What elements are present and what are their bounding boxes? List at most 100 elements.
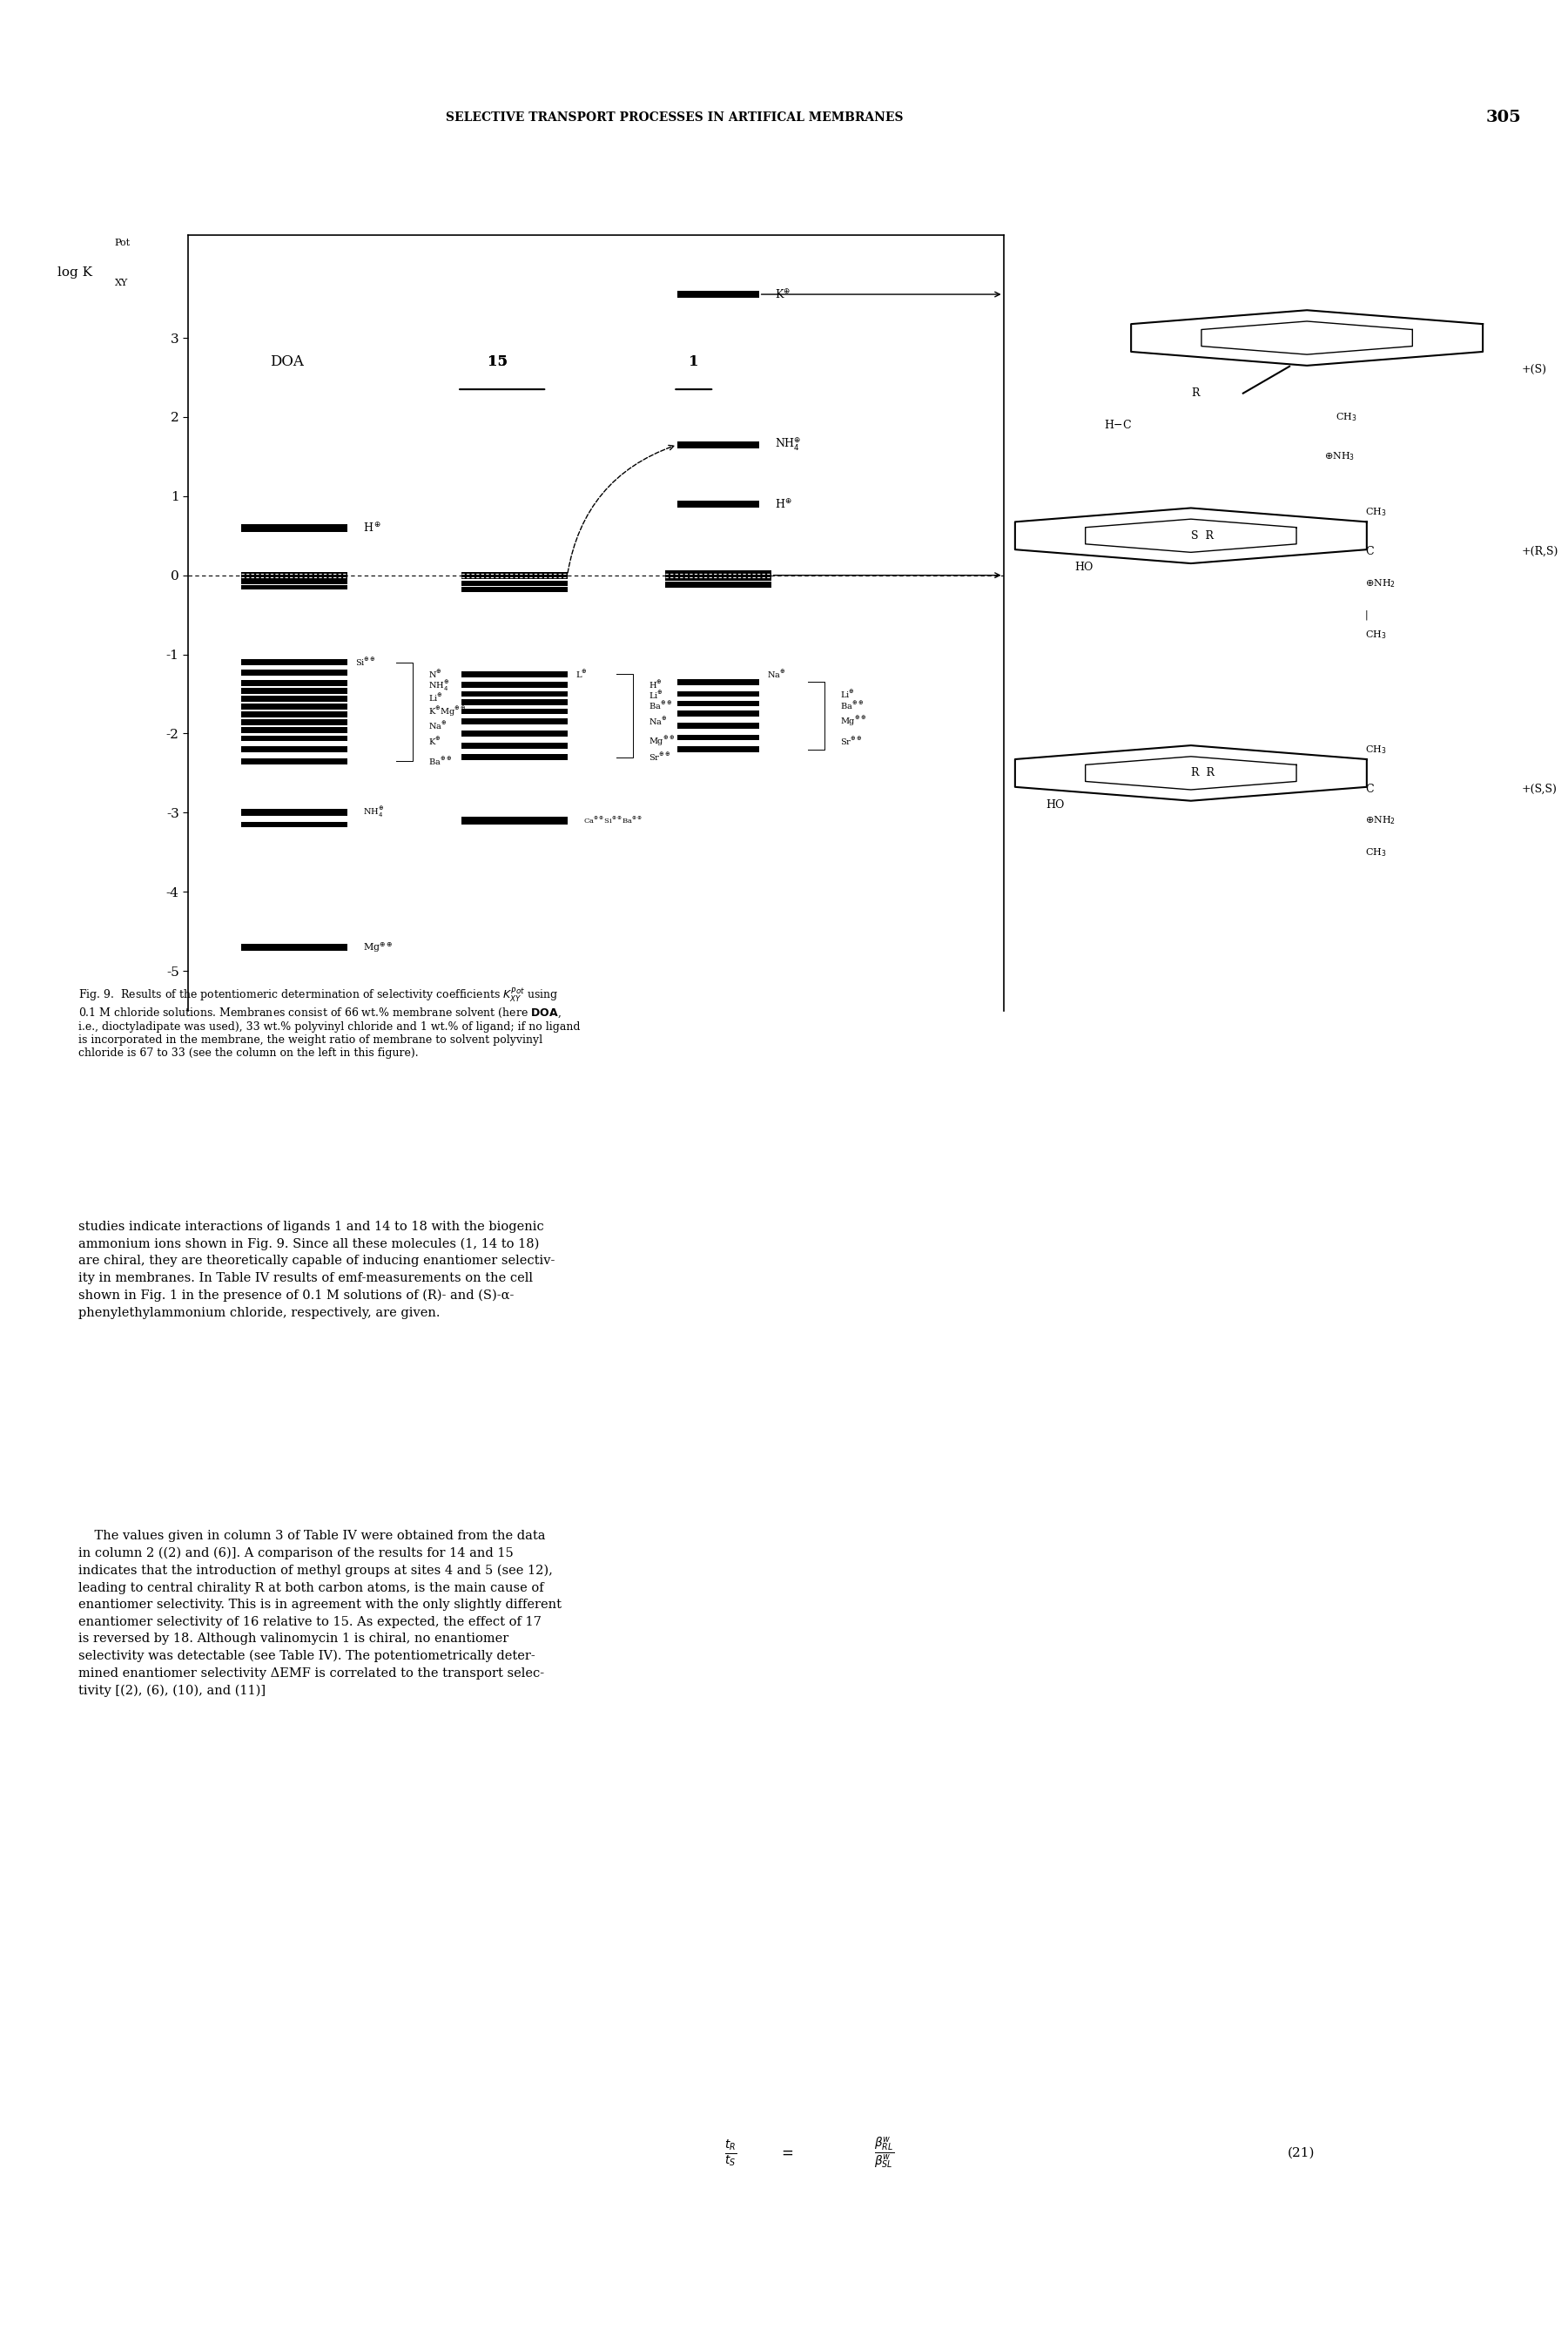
- Bar: [241, 747, 347, 752]
- Bar: [241, 660, 347, 665]
- Text: Ba$^{\oplus\oplus}$: Ba$^{\oplus\oplus}$: [428, 757, 452, 766]
- Text: Na$^{\oplus}$: Na$^{\oplus}$: [428, 719, 447, 731]
- Text: H$-$C: H$-$C: [1104, 418, 1132, 430]
- Bar: [461, 818, 568, 825]
- Bar: [461, 719, 568, 724]
- Text: +(S): +(S): [1521, 364, 1548, 376]
- Text: $\frac{t_R}{t_S}$: $\frac{t_R}{t_S}$: [724, 2139, 737, 2167]
- Bar: [241, 679, 347, 686]
- Bar: [461, 698, 568, 705]
- Text: Li$^{\oplus}$: Li$^{\oplus}$: [428, 693, 444, 703]
- Bar: [677, 710, 759, 717]
- Text: Pot: Pot: [114, 240, 130, 247]
- Text: Li$^{\oplus}$: Li$^{\oplus}$: [840, 689, 855, 700]
- Text: $\oplus$NH$_2$: $\oplus$NH$_2$: [1364, 815, 1396, 827]
- Text: Fig. 9.  Results of the potentiomeric determination of selectivity coefficients : Fig. 9. Results of the potentiomeric det…: [78, 987, 580, 1060]
- Bar: [461, 707, 568, 714]
- Text: H$^{\oplus}$: H$^{\oplus}$: [649, 679, 662, 691]
- Bar: [665, 571, 771, 580]
- Text: 305: 305: [1485, 110, 1521, 125]
- Bar: [241, 808, 347, 815]
- Text: R  R: R R: [1192, 768, 1214, 778]
- Bar: [241, 524, 347, 531]
- Text: Mg$^{\oplus\oplus}$: Mg$^{\oplus\oplus}$: [649, 736, 676, 747]
- Bar: [241, 759, 347, 764]
- Text: Ca$^{\oplus\oplus}$Si$^{\oplus\oplus}$Ba$^{\oplus\oplus}$: Ca$^{\oplus\oplus}$Si$^{\oplus\oplus}$Ba…: [583, 815, 643, 825]
- Bar: [677, 724, 759, 729]
- Text: 15: 15: [488, 355, 508, 369]
- Bar: [241, 578, 347, 585]
- Text: HO: HO: [1046, 799, 1065, 811]
- Text: N$^{\oplus}$: N$^{\oplus}$: [428, 667, 442, 679]
- Text: NH$_4^{\oplus}$: NH$_4^{\oplus}$: [428, 679, 450, 693]
- Bar: [677, 501, 759, 508]
- Text: +(S,S): +(S,S): [1521, 783, 1557, 794]
- Text: Ba$^{\oplus\oplus}$: Ba$^{\oplus\oplus}$: [649, 700, 673, 712]
- Text: CH$_3$: CH$_3$: [1364, 743, 1386, 754]
- Text: $=$: $=$: [778, 2146, 793, 2160]
- Text: C: C: [1364, 545, 1374, 557]
- Bar: [677, 747, 759, 752]
- Text: Mg$^{\oplus\oplus}$: Mg$^{\oplus\oplus}$: [364, 940, 394, 954]
- Bar: [461, 571, 568, 578]
- Bar: [677, 442, 759, 449]
- Bar: [241, 728, 347, 733]
- Text: CH$_3$: CH$_3$: [1336, 411, 1358, 423]
- Bar: [241, 670, 347, 674]
- Text: SELECTIVE TRANSPORT PROCESSES IN ARTIFICAL MEMBRANES: SELECTIVE TRANSPORT PROCESSES IN ARTIFIC…: [445, 110, 903, 125]
- Text: L$^{\oplus}$: L$^{\oplus}$: [575, 667, 588, 679]
- Bar: [461, 580, 568, 585]
- Text: Mg$^{\oplus\oplus}$: Mg$^{\oplus\oplus}$: [840, 714, 867, 728]
- Text: Li$^{\oplus}$: Li$^{\oplus}$: [649, 691, 663, 700]
- Text: $\oplus$NH$_3$: $\oplus$NH$_3$: [1325, 451, 1355, 463]
- Text: Sr$^{\oplus\oplus}$: Sr$^{\oplus\oplus}$: [840, 736, 862, 747]
- Text: $\oplus$NH$_2$: $\oplus$NH$_2$: [1364, 578, 1396, 590]
- Bar: [241, 719, 347, 726]
- Bar: [461, 682, 568, 689]
- Text: +(R,S): +(R,S): [1521, 545, 1559, 557]
- Text: K$^{\oplus}$Mg$^{\oplus\oplus}$: K$^{\oplus}$Mg$^{\oplus\oplus}$: [428, 705, 467, 719]
- Bar: [461, 743, 568, 747]
- Text: C: C: [1364, 783, 1374, 794]
- Text: log K: log K: [58, 266, 93, 280]
- Text: NH$_4^{\oplus}$: NH$_4^{\oplus}$: [775, 437, 801, 454]
- Bar: [241, 703, 347, 710]
- Text: 15: 15: [488, 355, 508, 369]
- Text: The values given in column 3 of Table IV were obtained from the data
in column 2: The values given in column 3 of Table IV…: [78, 1530, 561, 1697]
- Text: 1: 1: [688, 355, 699, 369]
- Bar: [241, 712, 347, 717]
- Bar: [677, 691, 759, 698]
- Text: H$^{\oplus}$: H$^{\oplus}$: [775, 498, 792, 510]
- Text: (21): (21): [1287, 2146, 1316, 2160]
- Bar: [461, 691, 568, 698]
- Bar: [461, 731, 568, 736]
- Bar: [241, 696, 347, 703]
- Text: R: R: [1192, 388, 1200, 400]
- Bar: [241, 571, 347, 578]
- Text: NH$_4^{\oplus}$: NH$_4^{\oplus}$: [364, 806, 384, 820]
- Text: Sr$^{\oplus\oplus}$: Sr$^{\oplus\oplus}$: [649, 752, 671, 764]
- Bar: [461, 588, 568, 592]
- Text: CH$_3$: CH$_3$: [1364, 846, 1386, 858]
- Text: H$^\oplus$: H$^\oplus$: [364, 522, 383, 533]
- Bar: [677, 291, 759, 298]
- Text: S  R: S R: [1192, 531, 1214, 541]
- Text: DOA: DOA: [270, 355, 304, 369]
- Bar: [677, 736, 759, 740]
- Text: HO: HO: [1076, 562, 1093, 573]
- Bar: [241, 585, 347, 590]
- Bar: [461, 672, 568, 677]
- Bar: [241, 822, 347, 827]
- Bar: [677, 679, 759, 686]
- Text: CH$_3$: CH$_3$: [1364, 505, 1386, 517]
- Text: XY: XY: [114, 280, 129, 287]
- Bar: [461, 754, 568, 761]
- Text: Ba$^{\oplus\oplus}$: Ba$^{\oplus\oplus}$: [840, 700, 864, 712]
- Bar: [241, 736, 347, 740]
- Bar: [241, 945, 347, 952]
- Text: CH$_3$: CH$_3$: [1364, 627, 1386, 642]
- Text: Na$^{\oplus}$: Na$^{\oplus}$: [649, 717, 668, 728]
- Text: |: |: [1364, 611, 1369, 620]
- Bar: [665, 580, 771, 588]
- Text: Na$^{\oplus}$: Na$^{\oplus}$: [767, 667, 786, 679]
